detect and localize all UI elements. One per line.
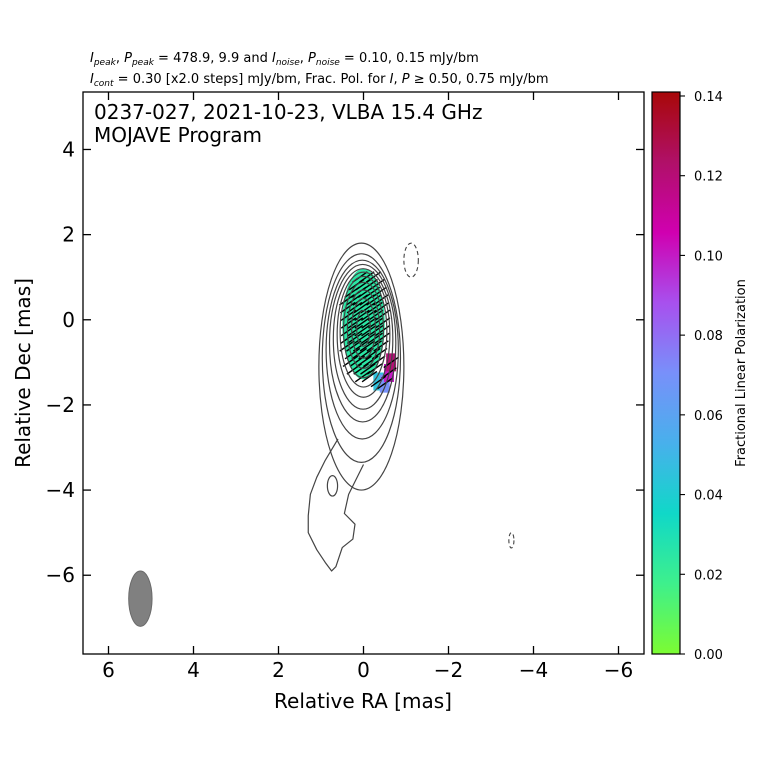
axis-ticks: 6 4 2 0 −2 −4 −6 4 2 0 −2 −4 −6	[46, 92, 644, 682]
evpa-vector	[361, 324, 377, 337]
evpa-vector	[353, 301, 370, 314]
evpa-vector	[347, 324, 364, 337]
evpa-vector	[339, 301, 356, 314]
contour-level	[356, 309, 371, 347]
evpa-vector	[347, 317, 364, 329]
colorbar-tick-label: 0.02	[694, 568, 723, 583]
evpa-vector	[364, 286, 381, 299]
contour-level	[325, 259, 399, 440]
contour-jet	[307, 438, 365, 572]
x-tick-label: 0	[357, 658, 370, 682]
plot-area	[128, 242, 515, 627]
colorbar-tick-label: 0.06	[694, 409, 723, 424]
evpa-vector	[367, 309, 384, 322]
y-axis-label: Relative Dec [mas]	[11, 278, 35, 468]
negative-contour	[508, 532, 515, 549]
contour-level	[339, 275, 388, 388]
chart-subtitle: MOJAVE Program	[94, 123, 262, 147]
x-tick-label: 6	[102, 658, 115, 682]
evpa-vector	[361, 370, 378, 383]
colorbar-tick-label: 0.12	[694, 170, 723, 185]
contour-level	[351, 297, 377, 359]
x-tick-label: 4	[187, 658, 200, 682]
contour-level	[342, 281, 385, 379]
evpa-vector	[360, 332, 377, 345]
y-tick-label: 2	[62, 223, 75, 247]
y-tick-label: −4	[46, 478, 75, 502]
x-tick-label: 2	[272, 658, 285, 682]
y-tick-label: 4	[62, 137, 75, 161]
evpa-vector	[369, 355, 386, 368]
evpa-vector	[351, 347, 368, 360]
x-tick-label: −6	[604, 658, 633, 682]
evpa-vector	[361, 317, 377, 329]
evpa-vector	[339, 340, 355, 352]
contour-level	[332, 268, 394, 410]
colorbar-tick-label: 0.10	[694, 249, 723, 264]
y-tick-label: −6	[46, 563, 75, 587]
colorbar-tick-label: 0.04	[694, 489, 723, 504]
y-tick-label: −2	[46, 393, 75, 417]
y-tick-label: 0	[62, 308, 75, 332]
beam-ellipse	[128, 570, 153, 627]
evpa-vector	[370, 375, 387, 388]
contour-level	[328, 263, 397, 423]
colorbar	[651, 91, 681, 655]
contour-island	[326, 475, 339, 497]
contour-level	[346, 289, 381, 369]
colorbar-tick-label: 0.14	[694, 90, 723, 105]
evpa-vector	[356, 355, 372, 368]
evpa-vector	[363, 355, 379, 368]
x-tick-label: −2	[434, 658, 463, 682]
evpa-vector	[374, 317, 391, 329]
chart-title: 0237-027, 2021-10-23, VLBA 15.4 GHz	[94, 100, 482, 124]
negative-contour	[403, 242, 419, 278]
evpa-vector	[360, 301, 376, 314]
evpa-vector	[347, 332, 363, 345]
x-tick-label: −4	[519, 658, 548, 682]
evpa-vector	[353, 332, 370, 345]
header-line-1: Ipeak, Ppeak = 478.9, 9.9 and Inoise, Pn…	[90, 51, 479, 68]
evpa-vector	[359, 340, 376, 352]
colorbar-tick-label: 0.08	[694, 329, 723, 344]
header-line-2: Icont = 0.30 [x2.0 steps] mJy/bm, Frac. …	[90, 72, 549, 89]
contour-level	[318, 242, 405, 491]
colorbar-label: Fractional Linear Polarization	[734, 279, 749, 467]
evpa-vector	[369, 278, 385, 291]
evpa-vector	[342, 355, 359, 368]
evpa-vector	[376, 377, 393, 390]
colorbar-tick-label: 0.00	[694, 648, 723, 663]
x-axis-label: Relative RA [mas]	[274, 689, 452, 713]
colorbar-ticks: 0.00 0.02 0.04 0.06 0.08 0.10 0.12 0.14	[680, 90, 723, 663]
contour-level	[321, 253, 402, 464]
contour-level	[336, 271, 391, 398]
